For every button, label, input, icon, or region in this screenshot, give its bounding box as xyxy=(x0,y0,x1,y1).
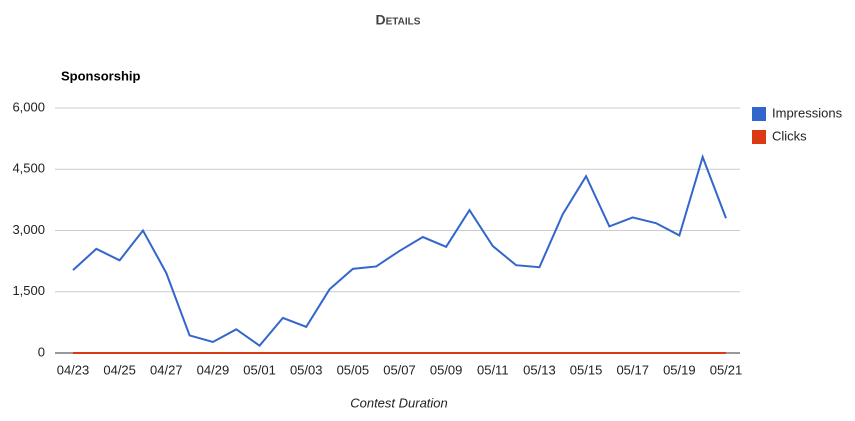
x-tick-label: 05/19 xyxy=(663,362,696,377)
x-tick-label: 05/13 xyxy=(523,362,556,377)
x-tick-label: 05/05 xyxy=(337,362,370,377)
legend-label: Clicks xyxy=(772,128,807,143)
legend-label: Impressions xyxy=(772,105,843,120)
y-tick-label: 4,500 xyxy=(12,161,45,176)
series-line xyxy=(72,153,727,347)
x-tick-label: 05/21 xyxy=(710,362,743,377)
x-tick-label: 05/03 xyxy=(290,362,323,377)
x-tick-label: 04/23 xyxy=(57,362,90,377)
x-tick-label: 05/09 xyxy=(430,362,463,377)
y-tick-label: 1,500 xyxy=(12,283,45,298)
x-tick-label: 05/17 xyxy=(616,362,649,377)
y-tick-label: 0 xyxy=(38,344,45,359)
y-tick-label: 3,000 xyxy=(12,222,45,237)
x-tick-label: 05/01 xyxy=(243,362,276,377)
x-tick-label: 04/27 xyxy=(150,362,183,377)
x-axis-label: Contest Duration xyxy=(350,395,448,410)
legend-swatch xyxy=(752,107,766,121)
x-tick-label: 04/25 xyxy=(103,362,136,377)
x-tick-label: 04/29 xyxy=(197,362,230,377)
chart-title: Details xyxy=(376,12,421,28)
chart-subtitle: Sponsorship xyxy=(61,68,141,83)
x-tick-label: 05/07 xyxy=(383,362,416,377)
legend-swatch xyxy=(752,130,766,144)
x-tick-label: 05/15 xyxy=(570,362,603,377)
y-tick-label: 6,000 xyxy=(12,99,45,114)
x-tick-label: 05/11 xyxy=(477,362,509,377)
